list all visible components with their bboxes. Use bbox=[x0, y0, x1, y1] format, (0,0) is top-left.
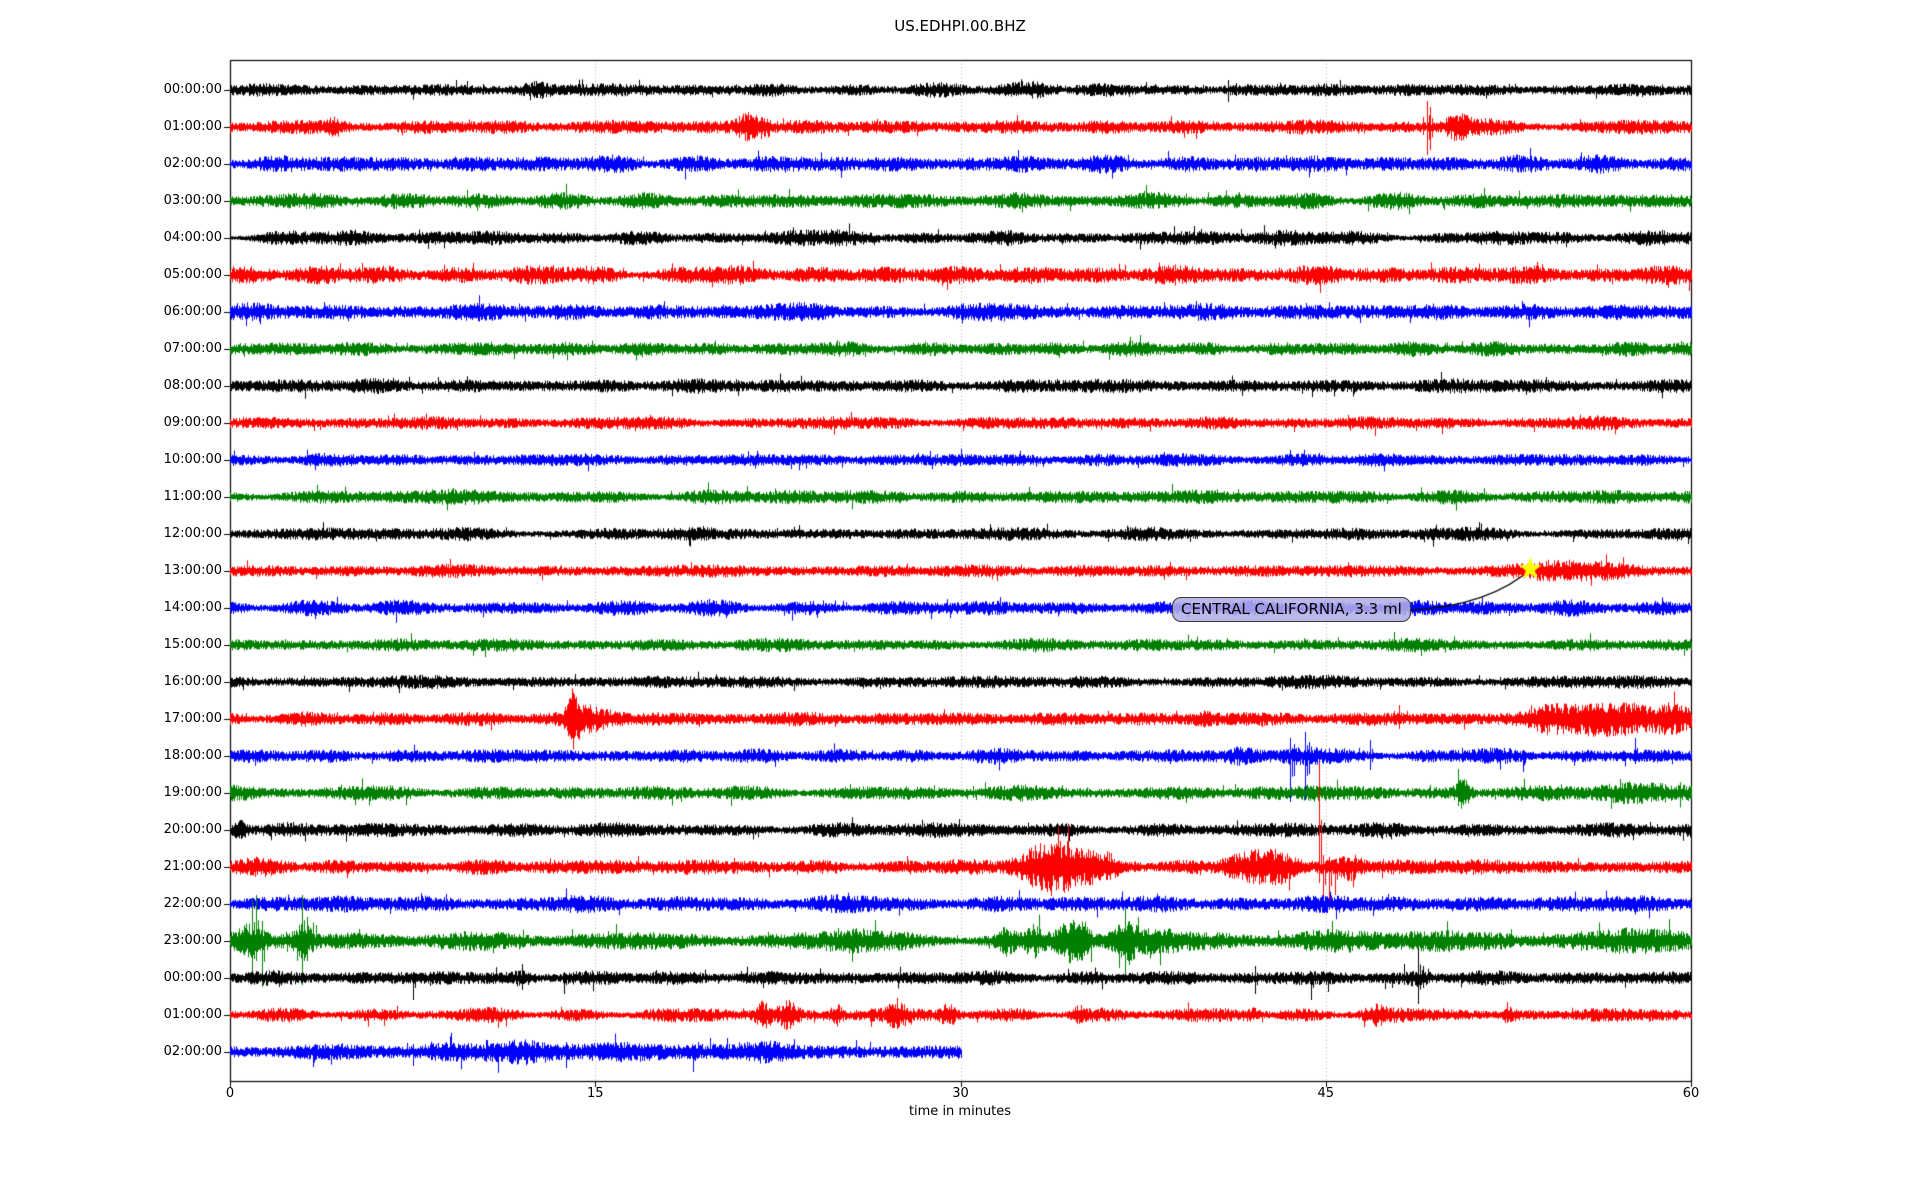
x-tick-label: 60 bbox=[1682, 1086, 1700, 1101]
trace-label: 08:00:00 bbox=[163, 378, 222, 393]
trace-label: 23:00:00 bbox=[163, 933, 222, 948]
trace-label: 06:00:00 bbox=[163, 304, 222, 319]
event-annotation: CENTRAL CALIFORNIA, 3.3 ml bbox=[1172, 597, 1411, 622]
trace-label: 00:00:00 bbox=[163, 970, 222, 985]
trace-label: 19:00:00 bbox=[163, 785, 222, 800]
trace-label: 11:00:00 bbox=[163, 489, 222, 504]
trace-label: 04:00:00 bbox=[163, 230, 222, 245]
trace-label: 21:00:00 bbox=[163, 859, 222, 874]
event-annotation-text: CENTRAL CALIFORNIA, 3.3 ml bbox=[1181, 600, 1402, 618]
x-tick-label: 15 bbox=[586, 1086, 604, 1101]
x-tick-label: 0 bbox=[225, 1086, 235, 1101]
trace-label: 15:00:00 bbox=[163, 637, 222, 652]
trace-label: 20:00:00 bbox=[163, 822, 222, 837]
x-tick-label: 30 bbox=[952, 1086, 969, 1101]
trace-label: 10:00:00 bbox=[163, 452, 222, 467]
trace-label: 09:00:00 bbox=[163, 415, 222, 430]
trace-label: 02:00:00 bbox=[163, 1044, 222, 1059]
x-tick-label: 45 bbox=[1317, 1086, 1335, 1101]
trace-label: 14:00:00 bbox=[163, 600, 222, 615]
trace-label: 03:00:00 bbox=[163, 193, 222, 208]
trace-label: 07:00:00 bbox=[163, 341, 222, 356]
trace-label: 05:00:00 bbox=[163, 267, 222, 282]
trace-label: 01:00:00 bbox=[163, 1007, 222, 1022]
trace-label: 00:00:00 bbox=[163, 82, 222, 97]
trace-label: 17:00:00 bbox=[163, 711, 222, 726]
x-axis-title: time in minutes bbox=[908, 1104, 1012, 1119]
trace-label: 22:00:00 bbox=[163, 896, 222, 911]
trace-label: 16:00:00 bbox=[163, 674, 222, 689]
trace-label: 18:00:00 bbox=[163, 748, 222, 763]
trace-label: 01:00:00 bbox=[163, 119, 222, 134]
trace-label: 12:00:00 bbox=[163, 526, 222, 541]
figure-title: US.EDHPI.00.BHZ bbox=[894, 17, 1026, 35]
trace-label: 02:00:00 bbox=[163, 156, 222, 171]
trace-label: 13:00:00 bbox=[163, 563, 222, 578]
